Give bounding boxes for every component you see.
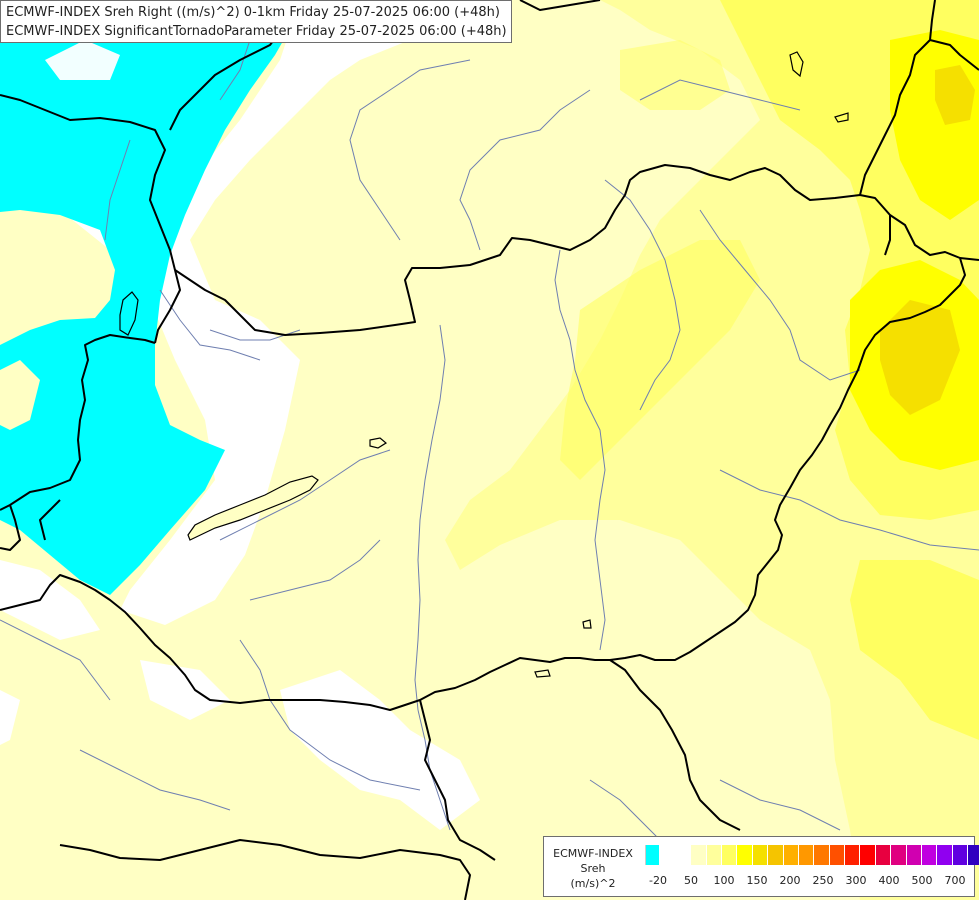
map-title-line-2: ECMWF-INDEX SignificantTornadoParameter …	[6, 24, 507, 39]
legend-tick-label: 50	[684, 874, 698, 887]
legend-swatch	[968, 845, 979, 865]
color-legend: ECMWF-INDEX Sreh (m/s)^2 -20 50 100 150 200 2…	[543, 836, 979, 897]
legend-swatch	[768, 845, 784, 865]
legend-swatch	[752, 845, 769, 865]
legend-swatch	[721, 845, 738, 865]
map-title-box: ECMWF-INDEX Sreh Right ((m/s)^2) 0-1km F…	[0, 0, 512, 43]
legend-variable-label: Sreh	[580, 862, 606, 875]
legend-tick-label: 400	[878, 874, 900, 887]
legend-swatch	[906, 845, 923, 865]
field-light-yellow	[445, 0, 979, 900]
legend-swatch	[737, 845, 753, 865]
legend-swatch	[845, 845, 861, 865]
legend-swatch	[860, 845, 876, 865]
legend-swatch	[645, 845, 661, 865]
legend-swatch	[875, 845, 892, 865]
legend-swatch	[937, 845, 953, 865]
legend-tick-label: 700	[944, 874, 966, 887]
legend-tick-label: 200	[779, 874, 801, 887]
legend-model-label: ECMWF-INDEX	[553, 847, 633, 860]
legend-swatch	[660, 845, 676, 865]
legend-swatch	[691, 845, 707, 865]
legend-tick-label: 150	[746, 874, 768, 887]
field-strong-yellow	[850, 30, 979, 470]
lakes	[119, 51, 849, 678]
legend-swatch	[798, 845, 815, 865]
legend-swatch	[706, 845, 722, 865]
legend-swatch	[675, 845, 692, 865]
legend-tick-label: 250	[812, 874, 834, 887]
field-cyan-zone	[0, 0, 300, 595]
legend-tick-label: -20	[649, 874, 667, 887]
field-white-zones	[0, 0, 480, 830]
legend-tick-label: 500	[911, 874, 933, 887]
legend-tick-labels: -20 50 100 150 200 250 300 400 500 700	[645, 874, 975, 888]
legend-color-scale	[645, 845, 979, 865]
legend-tick-label: 300	[845, 874, 867, 887]
legend-swatch	[829, 845, 846, 865]
legend-swatch	[814, 845, 830, 865]
legend-swatch	[952, 845, 969, 865]
map-title-line-1: ECMWF-INDEX Sreh Right ((m/s)^2) 0-1km F…	[6, 5, 500, 20]
legend-swatch	[922, 845, 938, 865]
legend-tick-label: 100	[713, 874, 735, 887]
legend-unit-label: (m/s)^2	[570, 877, 616, 890]
legend-swatch	[891, 845, 907, 865]
legend-swatch	[783, 845, 799, 865]
